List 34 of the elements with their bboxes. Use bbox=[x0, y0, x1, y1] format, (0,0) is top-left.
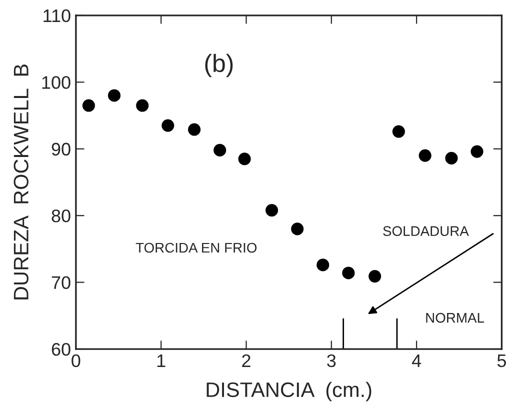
y-axis-title: DUREZA ROCKWELL B bbox=[14, 64, 28, 300]
point bbox=[188, 123, 201, 136]
y-tick-label: 70 bbox=[52, 276, 70, 290]
y-tick-label: 90 bbox=[52, 142, 70, 156]
point bbox=[214, 144, 226, 156]
y-tick-label: 110 bbox=[44, 9, 70, 22]
annotation: NORMAL bbox=[426, 312, 484, 323]
annotation: (b) bbox=[205, 54, 233, 78]
x-axis-title: DISTANCIA (cm.) bbox=[206, 382, 372, 402]
point bbox=[291, 222, 304, 236]
x-tick-label: 2 bbox=[242, 354, 250, 367]
point bbox=[108, 89, 121, 102]
point bbox=[136, 99, 149, 112]
point bbox=[266, 204, 278, 217]
annotation: TORCIDA EN FRIO bbox=[136, 242, 257, 253]
point bbox=[82, 99, 95, 112]
point bbox=[445, 152, 458, 164]
y-tick-label: 80 bbox=[52, 210, 70, 222]
point bbox=[470, 145, 484, 158]
point bbox=[162, 119, 174, 132]
x-tick-label: 3 bbox=[327, 354, 336, 368]
y-tick-label: 60 bbox=[52, 342, 70, 356]
point bbox=[368, 270, 382, 283]
x-tick-label: 0 bbox=[72, 354, 80, 368]
point bbox=[342, 266, 355, 280]
point bbox=[316, 258, 330, 272]
point bbox=[238, 152, 251, 166]
x-tick-label: 1 bbox=[157, 354, 166, 367]
x-tick-label: 4 bbox=[412, 354, 422, 367]
y-tick-label: 100 bbox=[42, 76, 70, 89]
x-tick-label: 5 bbox=[497, 354, 506, 368]
point bbox=[392, 125, 405, 138]
annotation: SOLDADURA bbox=[383, 226, 469, 236]
point bbox=[418, 149, 432, 162]
